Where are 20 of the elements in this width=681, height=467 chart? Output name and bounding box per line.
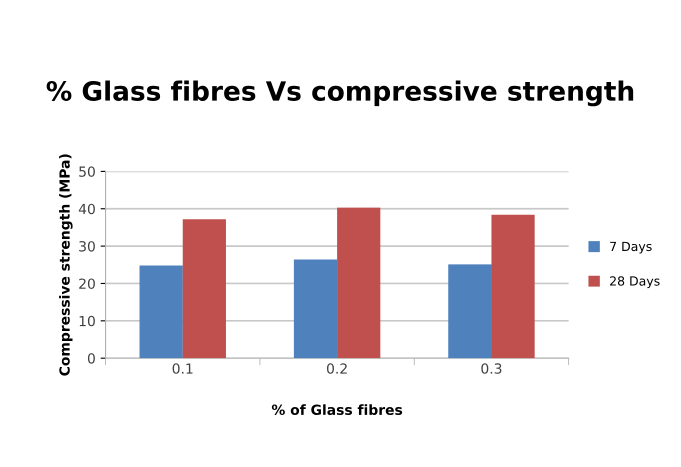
x-axis-title: % of Glass fibres xyxy=(272,404,402,416)
legend-label: 28 Days xyxy=(610,276,660,288)
legend-label: 7 Days xyxy=(610,242,652,254)
bar xyxy=(337,208,380,358)
bar xyxy=(140,266,183,358)
chart-title: % Glass fibres Vs compressive strength xyxy=(46,80,634,106)
bar xyxy=(294,260,338,358)
bar xyxy=(182,219,226,358)
y-tick-label: 40 xyxy=(78,204,95,214)
x-tick-label: 0.3 xyxy=(481,363,502,374)
x-tick-label: 0.2 xyxy=(326,363,347,374)
y-tick-label: 30 xyxy=(79,241,95,252)
y-tick-label: 20 xyxy=(79,278,95,289)
y-tick-label: 50 xyxy=(79,166,95,177)
y-tick-label: 10 xyxy=(80,316,95,326)
y-tick-label: 0 xyxy=(88,353,95,364)
bar xyxy=(448,264,492,358)
bar xyxy=(491,214,535,358)
y-axis-title: Compressive strength (MPa) xyxy=(59,154,73,376)
x-tick-label: 0.1 xyxy=(172,363,192,374)
